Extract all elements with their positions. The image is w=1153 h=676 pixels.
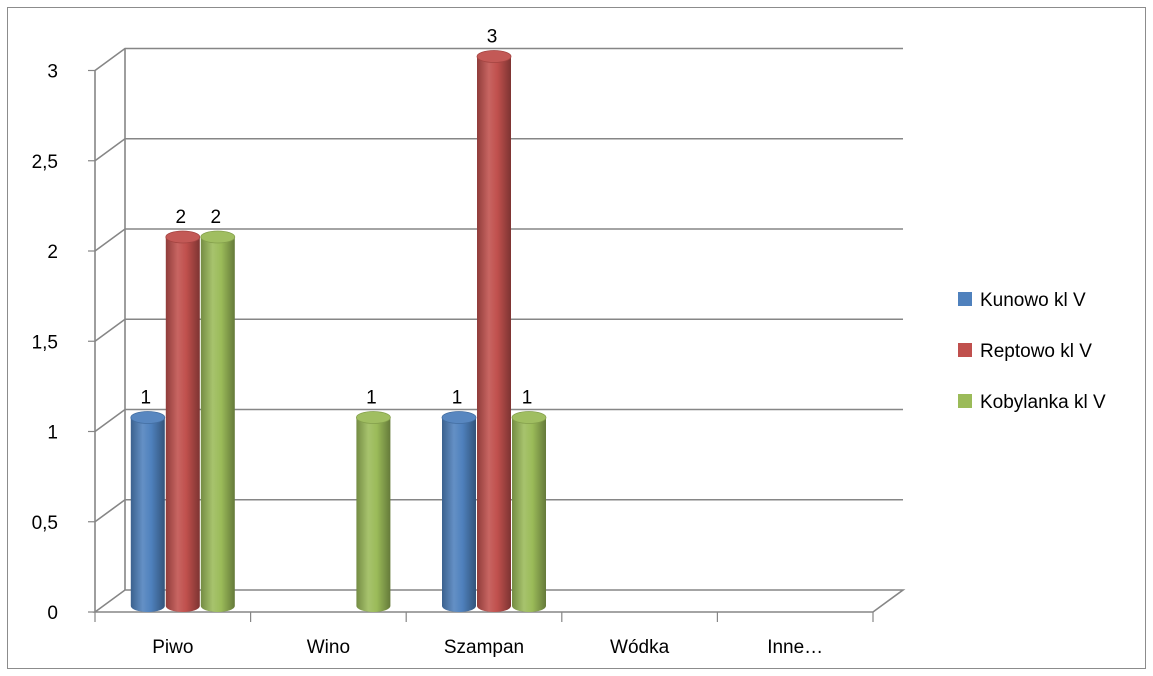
bar-reptowo-kl-v-piwo <box>165 230 201 612</box>
bar-body <box>442 417 476 612</box>
bar-body <box>356 417 391 612</box>
bar-body <box>165 237 200 612</box>
data-label-reptowo-kl-v-piwo: 2 <box>176 207 187 228</box>
bar-cap <box>200 230 236 244</box>
legend-item-reptowo-kl-v: Reptowo kl V <box>958 341 1092 362</box>
data-label-kunowo-kl-v-piwo: 1 <box>141 388 152 409</box>
legend-swatch <box>958 292 972 306</box>
bar-kobylanka-kl-v-piwo <box>200 230 236 612</box>
bar-cap <box>130 411 166 424</box>
bar-cap <box>511 411 547 424</box>
y-tick-label: 1,5 <box>32 332 58 353</box>
data-label-kobylanka-kl-v-wino: 1 <box>366 388 377 409</box>
data-labels: 1 2 2 1 1 3 1 <box>141 27 533 409</box>
legend-swatch <box>958 394 972 408</box>
legend-label: Reptowo kl V <box>980 341 1092 362</box>
bar-kunowo-kl-v-szampan <box>441 411 477 612</box>
bar-cap <box>476 50 512 63</box>
legend-swatch <box>958 343 972 357</box>
y-tick-label: 0 <box>47 603 58 624</box>
legend-label: Kobylanka kl V <box>980 392 1106 413</box>
data-label-reptowo-kl-v-szampan: 3 <box>487 27 498 48</box>
bar-cap <box>441 411 477 424</box>
x-tick-label-piwo: Piwo <box>152 637 193 658</box>
axes: 0 0,5 1 1,5 2 2,5 3 Piwo Wino Szampan Wódka Inne… <box>32 48 906 658</box>
x-tick-label-wodka: Wódka <box>610 637 670 658</box>
x-tick-label-inne: Inne… <box>767 637 823 658</box>
x-tick-label-szampan: Szampan <box>444 637 524 658</box>
y-tick-label: 1 <box>47 423 58 444</box>
legend-item-kobylanka-kl-v: Kobylanka kl V <box>958 392 1106 413</box>
bar-kobylanka-kl-v-wino <box>355 411 391 612</box>
y-tick-label: 2,5 <box>32 152 58 173</box>
bar-body <box>512 417 546 612</box>
bar-kobylanka-kl-v-szampan <box>511 411 547 612</box>
bar-kunowo-kl-v-piwo <box>130 411 166 612</box>
data-label-kunowo-kl-v-szampan: 1 <box>452 388 463 409</box>
legend-label: Kunowo kl V <box>980 290 1086 311</box>
data-label-kobylanka-kl-v-szampan: 1 <box>522 388 533 409</box>
legend-item-kunowo-kl-v: Kunowo kl V <box>958 290 1086 311</box>
bars <box>130 50 547 612</box>
y-tick-label: 3 <box>47 62 58 83</box>
y-tick-label: 0,5 <box>32 513 58 534</box>
legend: Kunowo kl V Reptowo kl V Kobylanka kl V <box>958 290 1106 413</box>
data-label-kobylanka-kl-v-piwo: 2 <box>211 207 222 228</box>
bar-cap <box>355 411 391 424</box>
y-tick-label: 2 <box>47 242 58 263</box>
bar-body <box>477 56 511 612</box>
bar-body <box>130 417 165 612</box>
bar-cap <box>165 230 201 244</box>
x-tick-label-wino: Wino <box>307 637 350 658</box>
bar-body <box>200 237 235 612</box>
bar-reptowo-kl-v-szampan <box>476 50 512 612</box>
chart-floor <box>92 589 906 613</box>
